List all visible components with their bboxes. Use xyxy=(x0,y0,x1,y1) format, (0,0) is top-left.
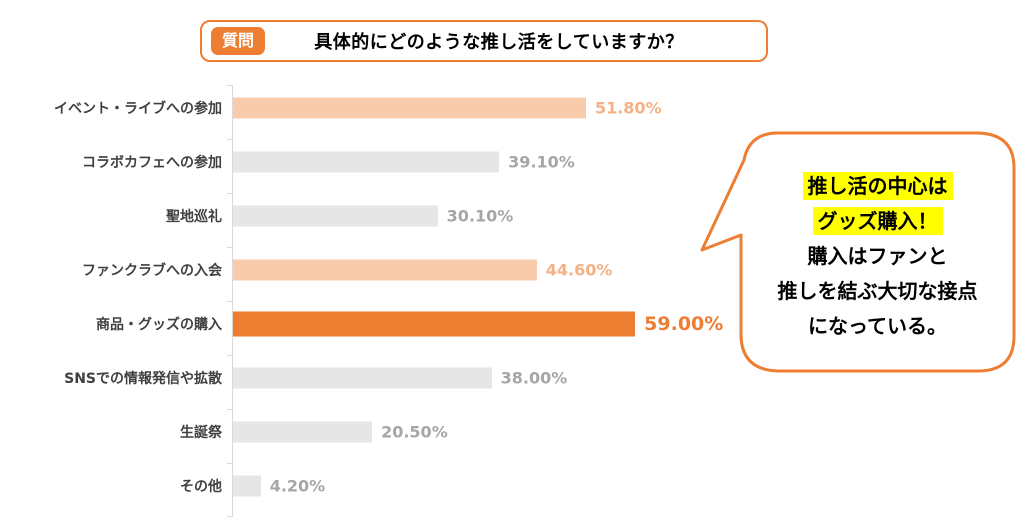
category-label: SNSでの情報発信や拡散 xyxy=(64,371,222,387)
category-label: 聖地巡礼 xyxy=(166,209,222,225)
bar-track: 59.00% xyxy=(232,297,723,351)
category-label: コラボカフェへの参加 xyxy=(82,155,222,171)
bar-track: 44.60% xyxy=(232,243,710,297)
bar xyxy=(232,151,500,173)
callout-line: 推しを結ぶ大切な接点 xyxy=(777,279,978,303)
value-label: 44.60% xyxy=(545,260,613,280)
bar xyxy=(232,475,261,497)
axis-tick xyxy=(227,409,232,410)
chart-row: 生誕祭 20.50% xyxy=(0,405,710,459)
page-title: 具体的にどのような推し活をしていますか？ xyxy=(314,32,684,53)
bar xyxy=(232,97,586,119)
chart-row: 聖地巡礼 30.10% xyxy=(0,189,710,243)
chart-row: SNSでの情報発信や拡散 38.00% xyxy=(0,351,710,405)
value-label: 20.50% xyxy=(381,422,448,442)
callout-line-highlighted: 推し活の中心は xyxy=(741,169,1014,204)
bar-track: 51.80% xyxy=(232,81,710,135)
chart-row: コラボカフェへの参加 39.10% xyxy=(0,135,710,189)
callout-line-highlighted: グッズ購入！ xyxy=(741,204,1014,239)
bar-track: 30.10% xyxy=(232,189,710,243)
bar-track: 4.20% xyxy=(232,459,710,513)
bar xyxy=(232,421,373,443)
bar xyxy=(232,205,438,227)
bar-track: 39.10% xyxy=(232,135,710,189)
category-label: 商品・グッズの購入 xyxy=(96,317,222,333)
category-label: イベント・ライブへの参加 xyxy=(54,101,222,117)
question-badge: 質問 xyxy=(211,27,266,55)
callout-line: になっている。 xyxy=(808,314,947,338)
question-header: 質問 具体的にどのような推し活をしていますか？ xyxy=(200,20,768,62)
bar xyxy=(232,259,537,281)
callout-line: 購入はファンと xyxy=(807,244,948,268)
axis-tick xyxy=(227,139,232,140)
callout-text: 推し活の中心は グッズ購入！ 購入はファンと推しを結ぶ大切な接点 になっている。 xyxy=(741,169,1014,344)
chart-row: その他 4.20% xyxy=(0,459,710,513)
bar-track: 38.00% xyxy=(232,351,710,405)
value-label: 4.20% xyxy=(269,476,326,496)
axis-tick xyxy=(227,247,232,248)
value-label: 30.10% xyxy=(446,206,514,226)
category-label: ファンクラブへの入会 xyxy=(82,263,222,279)
category-label: 生誕祭 xyxy=(180,425,222,441)
chart-row: 商品・グッズの購入 59.00% xyxy=(0,297,723,351)
chart-row: ファンクラブへの入会 44.60% xyxy=(0,243,710,297)
bar-track: 20.50% xyxy=(232,405,710,459)
bar-chart: イベント・ライブへの参加 51.80% コラボカフェへの参加 39.10% 聖地巡礼 30… xyxy=(0,81,723,513)
bar xyxy=(232,311,636,337)
axis-tick xyxy=(227,516,232,517)
value-label: 38.00% xyxy=(500,368,568,388)
value-label: 59.00% xyxy=(644,313,724,335)
axis-tick xyxy=(227,193,232,194)
axis-tick xyxy=(227,85,232,86)
chart-row: イベント・ライブへの参加 51.80% xyxy=(0,81,710,135)
y-axis-line xyxy=(227,85,233,517)
axis-tick xyxy=(227,355,232,356)
bar xyxy=(232,367,492,389)
value-label: 39.10% xyxy=(508,152,575,172)
value-label: 51.80% xyxy=(594,98,662,118)
axis-tick xyxy=(227,301,232,302)
axis-tick xyxy=(227,463,232,464)
category-label: その他 xyxy=(180,479,222,495)
